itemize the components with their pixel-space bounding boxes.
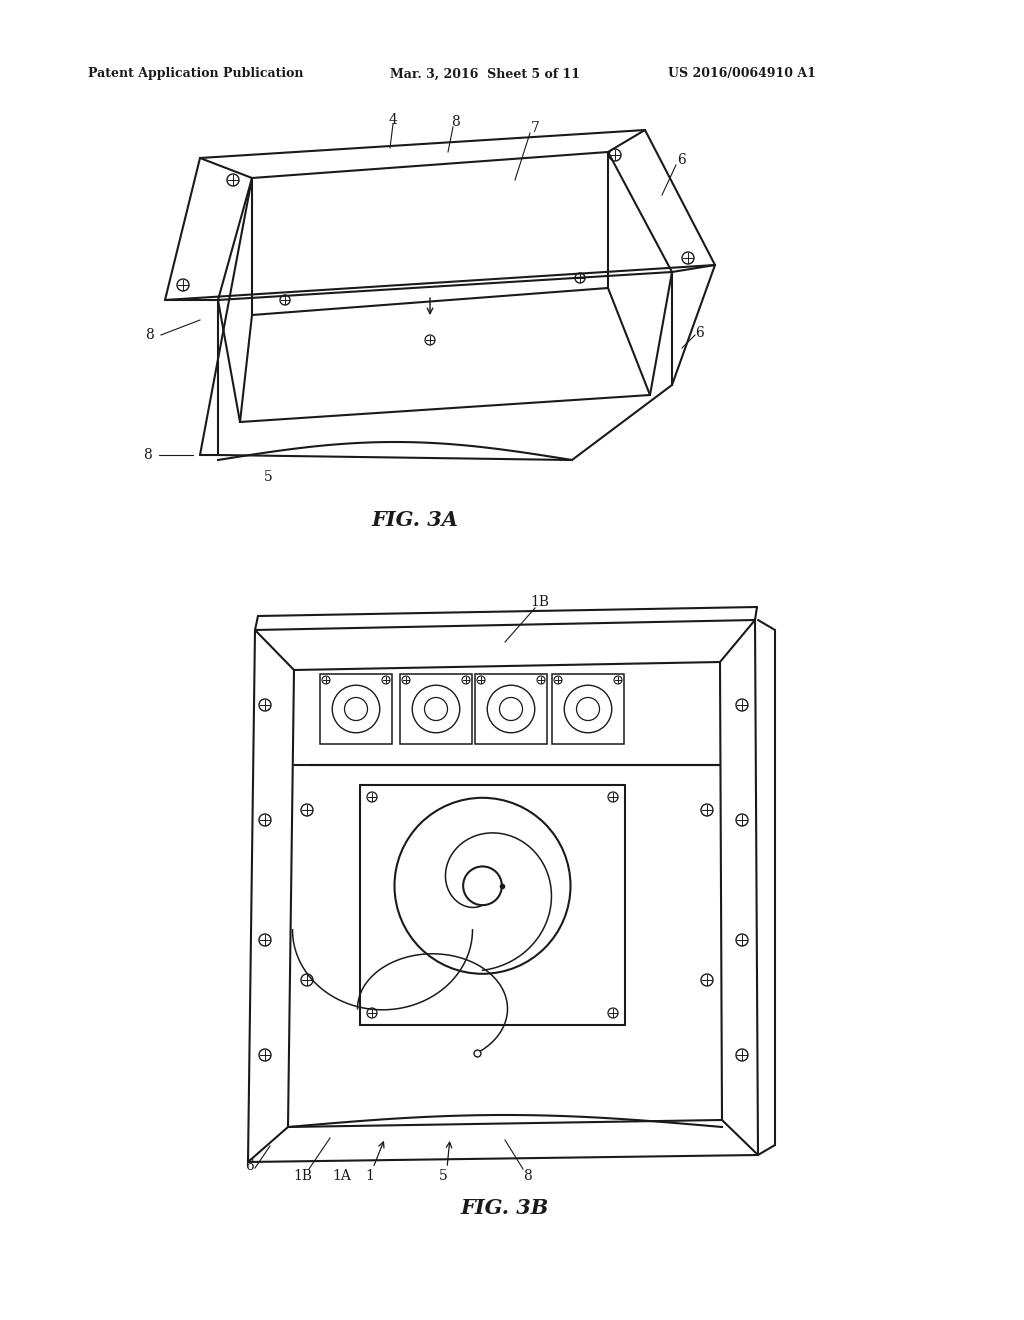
Text: 6: 6 [678, 153, 686, 168]
Text: 6: 6 [695, 326, 705, 341]
Text: 5: 5 [263, 470, 272, 484]
Text: FIG. 3B: FIG. 3B [461, 1199, 549, 1218]
Text: 8: 8 [143, 447, 153, 462]
Text: 1: 1 [366, 1170, 375, 1183]
Text: Patent Application Publication: Patent Application Publication [88, 67, 303, 81]
Text: 1A: 1A [333, 1170, 351, 1183]
Text: FIG. 3A: FIG. 3A [372, 510, 459, 531]
Text: Mar. 3, 2016  Sheet 5 of 11: Mar. 3, 2016 Sheet 5 of 11 [390, 67, 580, 81]
Text: 8: 8 [451, 115, 460, 129]
Text: 1B: 1B [530, 595, 550, 609]
Text: US 2016/0064910 A1: US 2016/0064910 A1 [668, 67, 816, 81]
Bar [319, 675, 392, 744]
Text: 6: 6 [246, 1159, 254, 1173]
Text: 5: 5 [438, 1170, 447, 1183]
Text: 1B: 1B [294, 1170, 312, 1183]
Bar [552, 675, 624, 744]
Text: 8: 8 [145, 327, 155, 342]
Bar [475, 675, 547, 744]
Text: 7: 7 [530, 121, 540, 135]
Text: 4: 4 [388, 114, 397, 127]
Bar [400, 675, 472, 744]
Text: 8: 8 [523, 1170, 532, 1183]
